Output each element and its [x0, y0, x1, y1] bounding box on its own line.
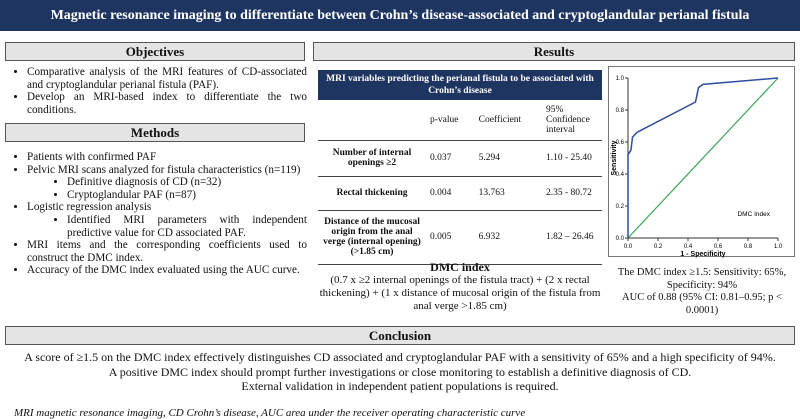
cell: 5.294: [478, 153, 500, 163]
y-tick-label: 0.2: [616, 204, 625, 210]
cell: 0.037: [430, 153, 452, 163]
roc-caption: The DMC index ≥1.5: Sensitivity: 65%, Sp…: [606, 267, 798, 317]
row-header: Distance of the mucosal origin from the …: [323, 217, 421, 257]
sub-item: Cryptoglandular PAF (n=87): [67, 189, 307, 202]
caption-line: AUC of 0.88 (95% CI: 0.81–0.95; p < 0.00…: [622, 292, 782, 316]
y-tick-label: 0.4: [616, 172, 625, 178]
item-text: Pelvic MRI scans analyzed for fistula ch…: [27, 163, 301, 176]
row-header: Rectal thickening: [336, 188, 408, 198]
conclusion-text: A score of ≥1.5 on the DMC index effecti…: [5, 350, 795, 394]
x-tick-label: 0.4: [684, 244, 693, 250]
column-header: Coefficient: [478, 114, 522, 125]
sub-list: Identified MRI parameters with independe…: [27, 214, 307, 239]
list-item: Pelvic MRI scans analyzed for fistula ch…: [27, 164, 307, 202]
column-header: p-value: [430, 114, 459, 125]
list-item: Logistic regression analysisIdentified M…: [27, 201, 307, 239]
header: Magnetic resonance imaging to differenti…: [0, 0, 800, 31]
dmc-formula: (0.7 x ≥2 internal openings of the fistu…: [319, 274, 601, 312]
sub-list: Definitive diagnosis of CD (n=32)Cryptog…: [27, 176, 307, 201]
table-title: MRI variables predicting the perianal fi…: [318, 70, 602, 100]
footnote: MRI magnetic resonance imaging, CD Crohn…: [14, 407, 526, 419]
y-tick-label: 0.8: [616, 108, 625, 114]
cell: 6.932: [478, 232, 500, 242]
column-header: 95% Confidence interval: [546, 104, 590, 135]
dmc-box: DMC index (0.7 x ≥2 internal openings of…: [318, 261, 602, 313]
methods-list: Patients with confirmed PAFPelvic MRI sc…: [5, 151, 307, 277]
x-tick-label: 0.0: [624, 244, 633, 250]
conclusion-line: A score of ≥1.5 on the DMC index effecti…: [24, 350, 776, 364]
item-text: Logistic regression analysis: [27, 201, 152, 214]
list-item: Accuracy of the DMC index evaluated usin…: [27, 264, 307, 277]
legend-label: DMC Index: [737, 211, 770, 218]
conclusion-line: A positive DMC index should prompt furth…: [108, 364, 692, 379]
item-text: Develop an MRI-based index to differenti…: [27, 91, 307, 116]
item-text: Accuracy of the DMC index evaluated usin…: [27, 264, 300, 277]
item-text: MRI items and the corresponding coeffici…: [27, 239, 307, 264]
item-text: Patients with confirmed PAF: [27, 151, 157, 163]
cell: 0.005: [430, 232, 452, 242]
x-tick-label: 0.8: [744, 244, 753, 250]
cell: 2.35 - 80.72: [546, 188, 592, 198]
section-title: Conclusion: [5, 326, 795, 345]
x-tick-label: 0.2: [654, 244, 663, 250]
roc-curve: [627, 77, 779, 238]
objectives-list: Comparative analysis of the MRI features…: [5, 66, 307, 116]
x-tick-label: 1.0: [774, 244, 783, 250]
item-text: Comparative analysis of the MRI features…: [27, 66, 307, 91]
list-item: MRI items and the corresponding coeffici…: [27, 239, 307, 264]
cell: 1.10 - 25.40: [546, 153, 592, 163]
sub-item: Identified MRI parameters with independe…: [67, 214, 307, 239]
roc-chart: 0.0 0.2 0.4 0.6 0.8 1.0 0.0 0.2 0.4 0.6 0.8 1.0 1 - …: [608, 66, 795, 258]
x-tick-label: 0.6: [714, 244, 723, 250]
row-header: Number of internal openings ≥2: [332, 148, 412, 168]
y-tick-label: 1.0: [616, 76, 625, 82]
chart-frame: [608, 66, 795, 257]
list-item: Develop an MRI-based index to differenti…: [27, 91, 307, 116]
list-item: Patients with confirmed PAF: [27, 151, 307, 164]
section-title: Methods: [5, 123, 305, 142]
cell: 1.82 – 26.46: [546, 232, 594, 242]
caption-line: The DMC index ≥1.5: Sensitivity: 65%, Sp…: [617, 267, 787, 291]
section-title: Results: [313, 42, 795, 61]
reference-line: [627, 77, 779, 239]
dmc-title: DMC index: [430, 260, 490, 274]
conclusion-line: External validation in independent patie…: [241, 379, 559, 393]
list-item: Comparative analysis of the MRI features…: [27, 66, 307, 91]
section-title: Objectives: [5, 42, 305, 61]
y-tick-label: 0.6: [616, 140, 625, 146]
x-axis-label: 1 - Specificity: [680, 251, 725, 258]
sub-item: Definitive diagnosis of CD (n=32): [67, 176, 307, 189]
y-tick-label: 0.0: [616, 236, 625, 242]
cell: 13.763: [478, 188, 505, 198]
table: p-value Coefficient 95% Confidence inter…: [318, 100, 602, 265]
results-table: MRI variables predicting the perianal fi…: [318, 70, 602, 265]
cell: 0.004: [430, 188, 452, 198]
y-axis-label: Sensitivity: [611, 140, 618, 175]
